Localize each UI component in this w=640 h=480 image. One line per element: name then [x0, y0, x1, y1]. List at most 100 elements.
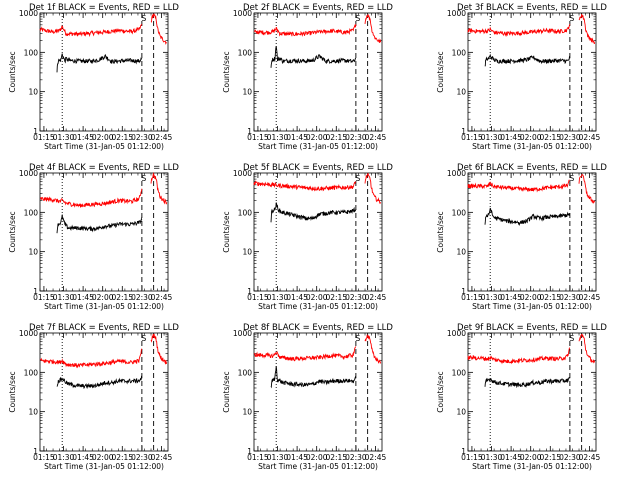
- lld-series-line: [253, 24, 357, 37]
- x-tick-label: 02:15: [539, 453, 561, 462]
- x-tick-label: 02:00: [92, 453, 114, 462]
- x-tick-label: 01:30: [267, 133, 289, 142]
- x-tick-label: 02:45: [579, 293, 601, 302]
- events-series-line: [270, 46, 356, 68]
- y-tick-label: 10: [456, 408, 466, 417]
- x-tick-label: 01:30: [267, 453, 289, 462]
- y-tick-label: 1: [33, 287, 38, 296]
- x-tick-label: 02:30: [345, 453, 367, 462]
- x-tick-label: 01:15: [461, 453, 483, 462]
- lld-series-line: [578, 13, 596, 45]
- y-tick-label: 1000: [19, 9, 38, 18]
- x-tick-label: 01:15: [461, 133, 483, 142]
- x-tick-label: 02:45: [365, 293, 387, 302]
- x-tick-label: 02:00: [306, 293, 328, 302]
- lld-series-line: [467, 24, 571, 38]
- chart-panel-5: Det 5f BLACK = Events, RED = LLD 1 10 100 10…: [222, 163, 393, 311]
- x-tick-label: 02:00: [520, 293, 542, 302]
- saa-marker-label: S: [355, 14, 360, 23]
- plot-frame: [253, 172, 383, 292]
- y-tick-label: 100: [452, 368, 467, 377]
- x-tick-label: 01:45: [286, 453, 308, 462]
- x-axis-label: Start Time (31-Jan-05 01:12:00): [44, 142, 164, 151]
- y-axis-label: Counts/sec: [436, 371, 445, 412]
- y-tick-label: 1: [33, 127, 38, 136]
- y-axis-label: Counts/sec: [8, 371, 17, 412]
- x-tick-label: 01:30: [481, 133, 503, 142]
- x-tick-label: 01:15: [461, 293, 483, 302]
- x-tick-label: 02:45: [579, 133, 601, 142]
- lld-series-line: [578, 173, 596, 204]
- x-tick-label: 02:45: [151, 133, 173, 142]
- saa-marker-label: S: [141, 334, 146, 343]
- x-tick-label: 02:15: [539, 293, 561, 302]
- y-axis-label: Counts/sec: [8, 51, 17, 92]
- y-tick-label: 1000: [233, 9, 252, 18]
- saa-marker-label: S: [569, 334, 574, 343]
- chart-title: Det 8f BLACK = Events, RED = LLD: [243, 323, 393, 333]
- x-tick-label: 01:15: [33, 293, 55, 302]
- x-tick-label: 02:15: [111, 453, 133, 462]
- y-tick-label: 1000: [19, 169, 38, 178]
- saa-marker-label: S: [141, 14, 146, 23]
- lld-series-line: [150, 12, 168, 45]
- y-tick-label: 1: [461, 127, 466, 136]
- plot-frame: [467, 12, 597, 132]
- y-tick-label: 10: [242, 408, 252, 417]
- y-tick-label: 10: [28, 248, 38, 257]
- plot-frame: [253, 332, 383, 452]
- y-tick-label: 1000: [447, 169, 466, 178]
- y-axis-label: Counts/sec: [222, 371, 231, 412]
- y-tick-label: 10: [456, 88, 466, 97]
- x-tick-label: 02:45: [151, 453, 173, 462]
- x-tick-label: 01:45: [286, 293, 308, 302]
- chart-title: Det 9f BLACK = Events, RED = LLD: [457, 323, 607, 333]
- x-tick-label: 02:00: [92, 133, 114, 142]
- plot-frame: [39, 172, 169, 292]
- x-tick-label: 01:45: [500, 293, 522, 302]
- x-tick-label: 02:15: [111, 133, 133, 142]
- chart-title: Det 6f BLACK = Events, RED = LLD: [457, 163, 607, 173]
- y-tick-label: 1: [461, 447, 466, 456]
- y-tick-label: 1000: [447, 9, 466, 18]
- saa-marker-label: S: [355, 174, 360, 183]
- lld-series-line: [150, 333, 168, 365]
- lld-series-line: [253, 346, 357, 362]
- y-tick-label: 10: [456, 248, 466, 257]
- x-tick-label: 02:30: [559, 133, 581, 142]
- y-tick-label: 100: [238, 208, 253, 217]
- y-axis-label: Counts/sec: [8, 211, 17, 252]
- y-tick-label: 100: [238, 48, 253, 57]
- x-tick-label: 01:30: [53, 133, 75, 142]
- x-tick-label: 01:30: [53, 453, 75, 462]
- y-tick-label: 100: [24, 48, 39, 57]
- chart-panel-2: Det 2f BLACK = Events, RED = LLD 1 10 100 10…: [222, 3, 393, 151]
- y-tick-label: 10: [28, 88, 38, 97]
- y-tick-label: 10: [28, 408, 38, 417]
- y-tick-label: 1000: [233, 169, 252, 178]
- x-tick-label: 02:15: [325, 453, 347, 462]
- x-axis-label: Start Time (31-Jan-05 01:12:00): [44, 462, 164, 471]
- x-tick-label: 02:15: [539, 133, 561, 142]
- x-tick-label: 02:00: [92, 293, 114, 302]
- y-tick-label: 1000: [447, 329, 466, 338]
- chart-panel-1: Det 1f BLACK = Events, RED = LLD 1 10 100 10…: [8, 3, 179, 151]
- x-tick-label: 02:00: [520, 133, 542, 142]
- y-tick-label: 1000: [233, 329, 252, 338]
- plot-frame: [39, 332, 169, 452]
- y-axis-label: Counts/sec: [436, 211, 445, 252]
- events-series-line: [484, 53, 571, 67]
- x-tick-label: 02:30: [131, 133, 153, 142]
- x-tick-label: 01:15: [247, 133, 269, 142]
- x-tick-label: 01:15: [247, 453, 269, 462]
- y-tick-label: 100: [24, 368, 39, 377]
- chart-title: Det 1f BLACK = Events, RED = LLD: [29, 3, 179, 13]
- events-series-line: [56, 375, 143, 390]
- x-tick-label: 02:45: [365, 453, 387, 462]
- chart-title: Det 3f BLACK = Events, RED = LLD: [457, 3, 607, 13]
- x-axis-label: Start Time (31-Jan-05 01:12:00): [258, 462, 378, 471]
- saa-marker-label: S: [355, 334, 360, 343]
- x-tick-label: 02:15: [325, 133, 347, 142]
- lld-series-line: [467, 179, 571, 193]
